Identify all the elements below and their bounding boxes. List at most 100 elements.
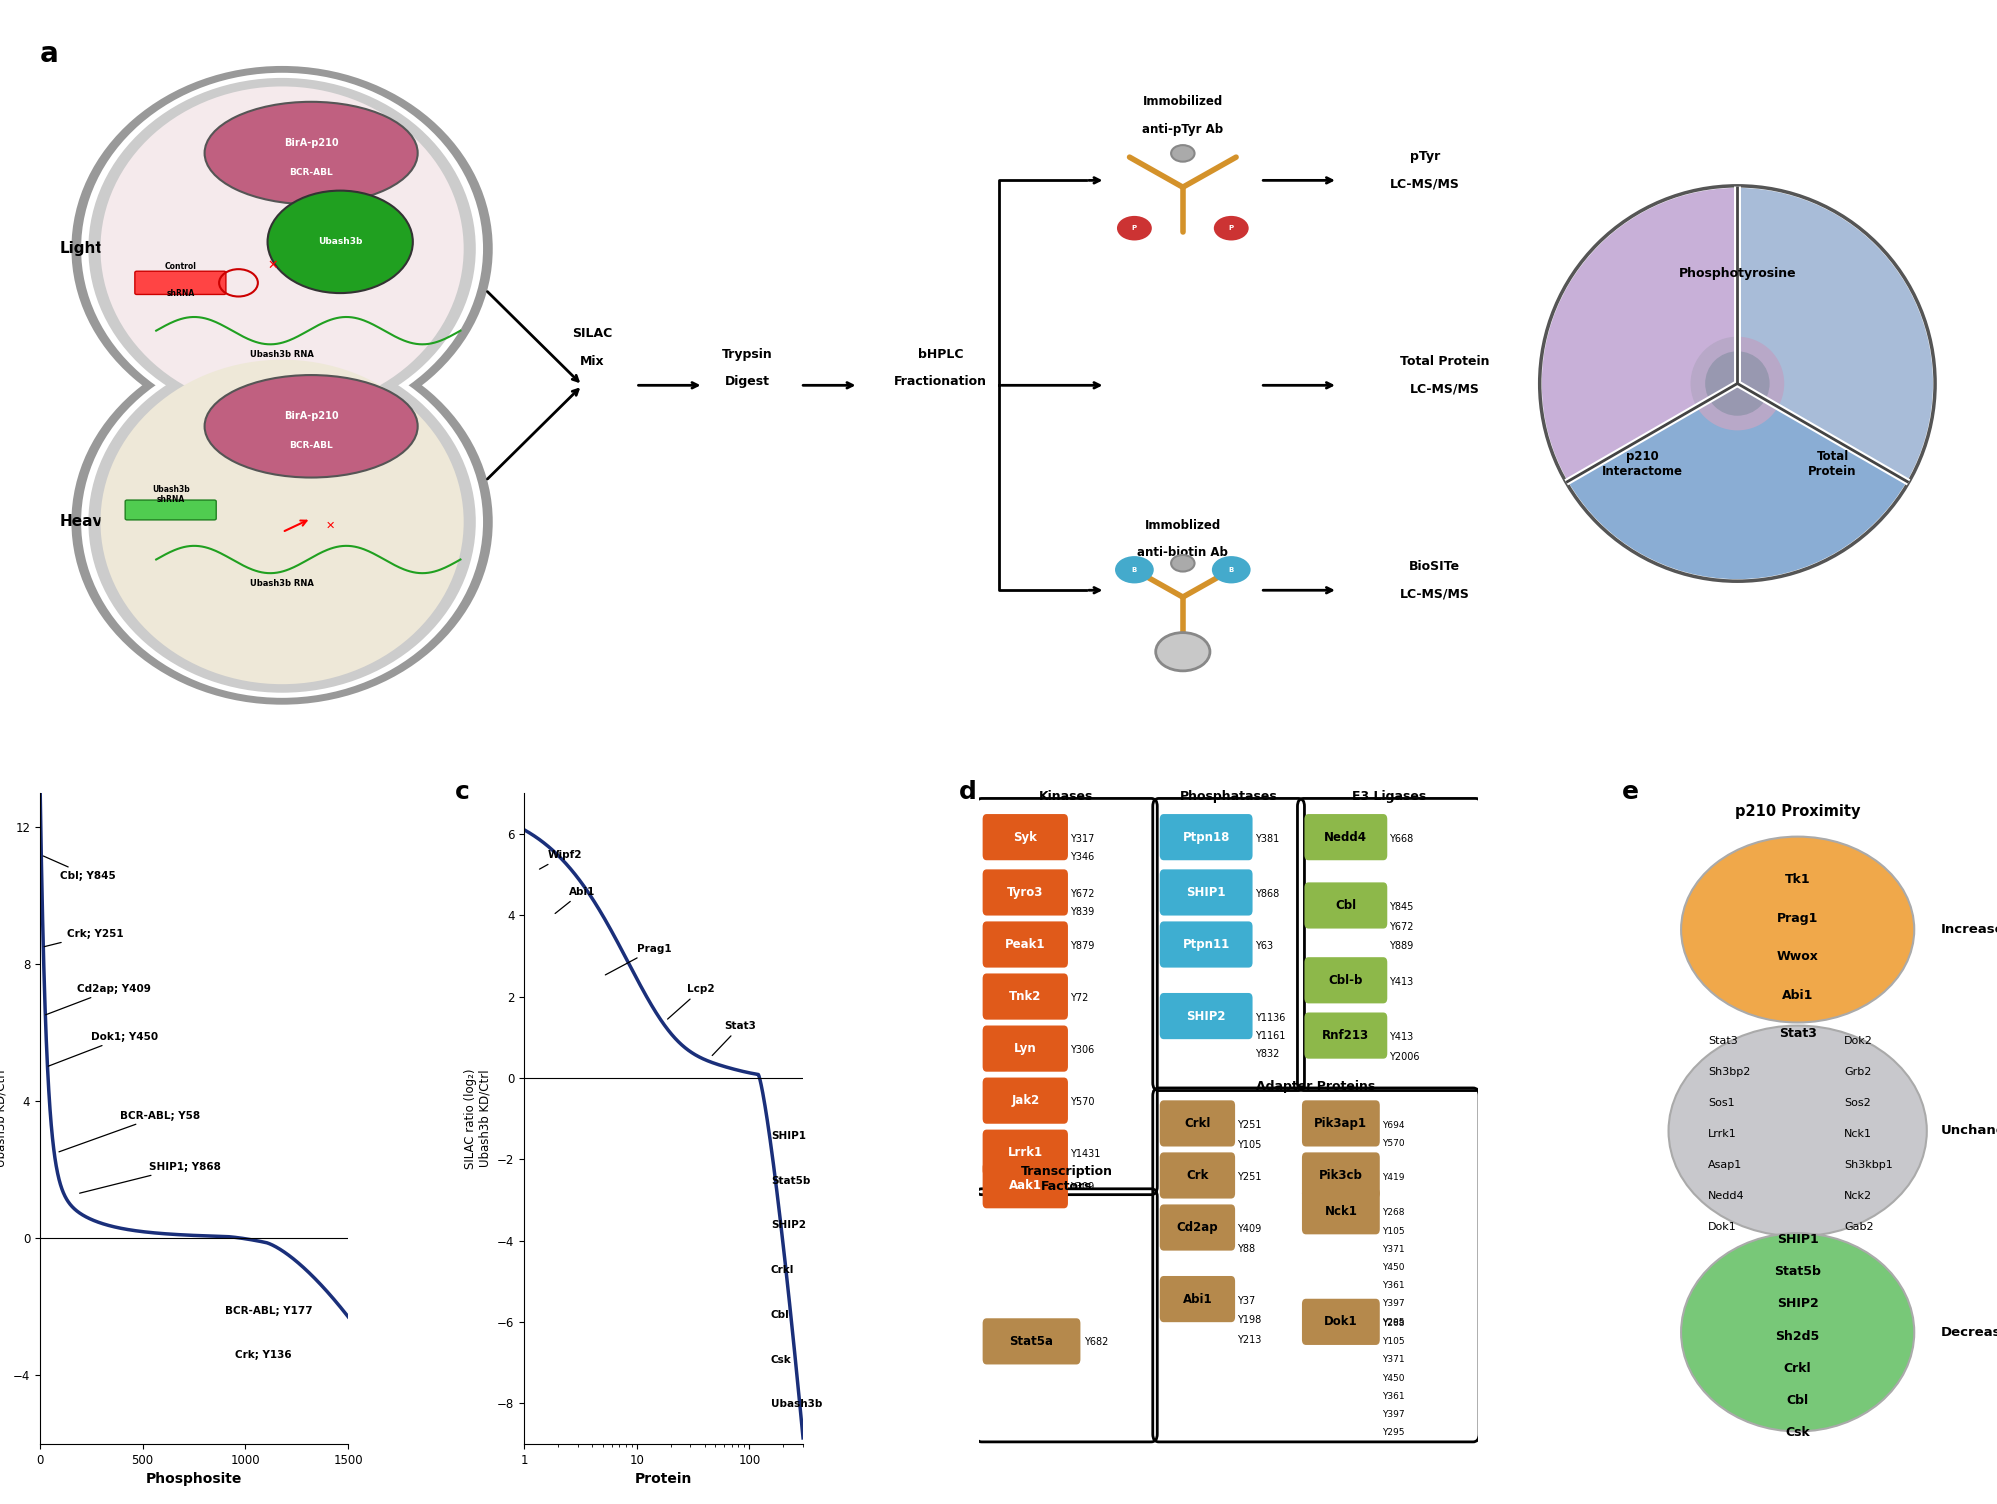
Text: Tnk2: Tnk2 — [1008, 990, 1042, 1003]
Text: Y450: Y450 — [1382, 1263, 1404, 1272]
Circle shape — [1116, 217, 1152, 241]
Text: Phosphatases: Phosphatases — [1180, 790, 1278, 803]
Text: p210 Proximity: p210 Proximity — [1735, 805, 1861, 820]
FancyBboxPatch shape — [983, 1026, 1068, 1072]
FancyBboxPatch shape — [1160, 814, 1252, 860]
Text: Y672: Y672 — [1390, 922, 1414, 931]
Text: Stat5b: Stat5b — [1773, 1265, 1821, 1278]
Text: Mix: Mix — [579, 355, 605, 368]
FancyBboxPatch shape — [1160, 869, 1252, 916]
Text: Y397: Y397 — [1382, 1299, 1404, 1308]
Text: Y309: Y309 — [1070, 1182, 1094, 1191]
Text: BCR-ABL; Y177: BCR-ABL; Y177 — [226, 1305, 312, 1316]
Text: Y72: Y72 — [1070, 993, 1088, 1003]
Text: Immoblized: Immoblized — [1144, 519, 1220, 532]
Text: Fractionation: Fractionation — [895, 376, 987, 388]
Text: Ubash3b
shRNA: Ubash3b shRNA — [152, 484, 190, 504]
Text: anti-biotin Ab: anti-biotin Ab — [1138, 546, 1228, 559]
Text: Nedd4: Nedd4 — [1324, 830, 1368, 844]
Text: Y832: Y832 — [1254, 1050, 1278, 1059]
Text: Nck1: Nck1 — [1845, 1130, 1873, 1139]
Text: Y570: Y570 — [1070, 1098, 1094, 1107]
Wedge shape — [1540, 186, 1737, 483]
Text: BCR-ABL; Y58: BCR-ABL; Y58 — [60, 1110, 200, 1152]
Text: Y213: Y213 — [1236, 1334, 1262, 1345]
Text: Tk1: Tk1 — [1785, 874, 1811, 886]
Text: Y1136: Y1136 — [1254, 1012, 1284, 1023]
Circle shape — [1691, 337, 1783, 430]
Text: Y694: Y694 — [1382, 1120, 1404, 1130]
Text: Y371: Y371 — [1382, 1355, 1404, 1364]
FancyBboxPatch shape — [1304, 957, 1388, 1003]
Text: ✕: ✕ — [326, 520, 335, 531]
Text: Wwox: Wwox — [1777, 951, 1819, 964]
Text: Crkl: Crkl — [1184, 1117, 1210, 1130]
Text: Nedd4: Nedd4 — [1707, 1191, 1745, 1202]
Text: Transcription
Factors: Transcription Factors — [1020, 1166, 1112, 1193]
Text: Y63: Y63 — [1254, 942, 1272, 951]
Text: Y295: Y295 — [1382, 1318, 1404, 1327]
Text: shRNA: shRNA — [166, 289, 194, 298]
Text: Y868: Y868 — [1254, 889, 1278, 899]
Text: BCR-ABL: BCR-ABL — [290, 441, 333, 450]
FancyBboxPatch shape — [983, 814, 1068, 860]
Text: P: P — [1132, 226, 1136, 232]
Text: Y450: Y450 — [1382, 1373, 1404, 1382]
Ellipse shape — [82, 72, 483, 424]
Text: Increased: Increased — [1941, 923, 1997, 935]
FancyBboxPatch shape — [1302, 1299, 1380, 1345]
Text: Control: Control — [164, 262, 196, 271]
Text: Y268: Y268 — [1382, 1208, 1404, 1217]
Text: Stat5b: Stat5b — [771, 1176, 811, 1185]
FancyBboxPatch shape — [1304, 883, 1388, 928]
Ellipse shape — [72, 66, 493, 432]
Text: Y371: Y371 — [1382, 1245, 1404, 1254]
Text: Sos1: Sos1 — [1707, 1098, 1735, 1108]
Text: Decreased: Decreased — [1941, 1327, 1997, 1339]
FancyBboxPatch shape — [1160, 993, 1252, 1039]
Text: LC-MS/MS: LC-MS/MS — [1390, 177, 1460, 190]
Text: Ubash3b: Ubash3b — [771, 1399, 823, 1409]
Text: Adapter Proteins: Adapter Proteins — [1256, 1080, 1376, 1092]
Text: Sos2: Sos2 — [1845, 1098, 1871, 1108]
Text: Ubash3b RNA: Ubash3b RNA — [250, 579, 314, 588]
Text: B: B — [1228, 567, 1234, 573]
Text: Grb2: Grb2 — [1845, 1066, 1871, 1077]
Text: Pik3cb: Pik3cb — [1318, 1169, 1362, 1182]
Text: Y2006: Y2006 — [1390, 1051, 1420, 1062]
Text: Y1431: Y1431 — [1070, 1149, 1100, 1160]
Text: SHIP1: SHIP1 — [1777, 1233, 1819, 1245]
Text: Digest: Digest — [725, 376, 769, 388]
Text: anti-pTyr Ab: anti-pTyr Ab — [1142, 122, 1224, 135]
Text: bHPLC: bHPLC — [919, 347, 963, 361]
FancyBboxPatch shape — [1160, 1275, 1234, 1322]
FancyBboxPatch shape — [136, 271, 226, 295]
Ellipse shape — [204, 102, 417, 205]
Text: Lcp2: Lcp2 — [667, 985, 715, 1020]
FancyBboxPatch shape — [983, 1163, 1068, 1208]
FancyBboxPatch shape — [983, 1130, 1068, 1176]
Text: BioSITe: BioSITe — [1410, 559, 1460, 573]
Text: Y198: Y198 — [1236, 1314, 1262, 1325]
Text: ✕: ✕ — [268, 259, 278, 272]
Text: SHIP2: SHIP2 — [771, 1220, 805, 1230]
Text: Stat3: Stat3 — [1707, 1036, 1737, 1047]
FancyBboxPatch shape — [983, 1319, 1080, 1364]
Text: Abi1: Abi1 — [1781, 988, 1813, 1002]
Text: Dok1: Dok1 — [1707, 1221, 1737, 1232]
Ellipse shape — [1681, 836, 1915, 1023]
Text: Lrrk1: Lrrk1 — [1008, 1146, 1042, 1160]
Text: Aak1: Aak1 — [1008, 1179, 1042, 1191]
FancyBboxPatch shape — [983, 973, 1068, 1020]
Text: Gab2: Gab2 — [1845, 1221, 1873, 1232]
Text: Dok1; Y450: Dok1; Y450 — [48, 1032, 158, 1066]
Text: Dok1: Dok1 — [1324, 1316, 1358, 1328]
Ellipse shape — [82, 346, 483, 698]
Ellipse shape — [1669, 1026, 1927, 1236]
Text: B: B — [1132, 567, 1136, 573]
Text: Y361: Y361 — [1382, 1391, 1404, 1400]
Text: Crk; Y251: Crk; Y251 — [44, 929, 124, 946]
Text: E3 Ligases: E3 Ligases — [1352, 790, 1426, 803]
Text: Ubash3b RNA: Ubash3b RNA — [250, 350, 314, 359]
Text: Csk: Csk — [771, 1355, 791, 1364]
